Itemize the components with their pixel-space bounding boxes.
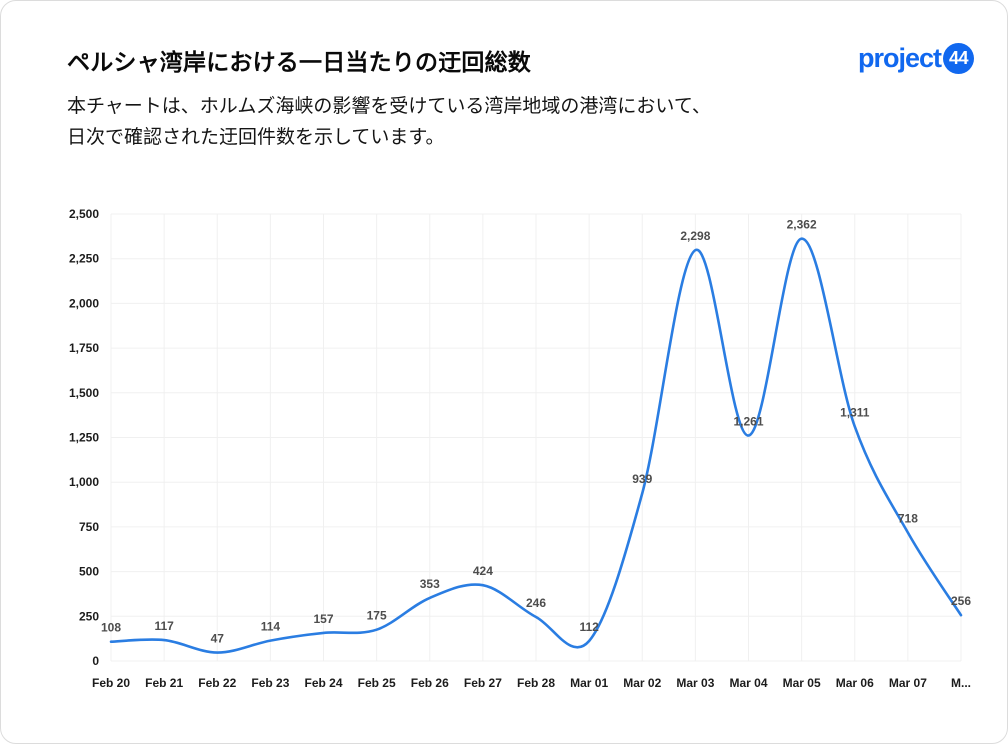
y-tick-label: 2,000 bbox=[69, 296, 99, 310]
x-tick-label: Mar 01 bbox=[570, 676, 608, 690]
subtitle-line-1: 本チャートは、ホルムズ海峡の影響を受けている湾岸地域の港湾において、 bbox=[67, 96, 711, 117]
y-tick-label: 1,250 bbox=[69, 431, 99, 445]
point-label: 939 bbox=[632, 472, 652, 486]
x-tick-label: Feb 25 bbox=[358, 676, 396, 690]
point-label: 47 bbox=[211, 632, 225, 646]
point-label: 117 bbox=[154, 619, 174, 633]
x-tick-label: Mar 07 bbox=[889, 676, 927, 690]
y-tick-label: 1,000 bbox=[69, 475, 99, 489]
page-title: ペルシャ湾岸における一日当たりの迂回総数 bbox=[67, 49, 531, 75]
x-tick-label: Mar 03 bbox=[676, 676, 714, 690]
x-tick-label: Feb 27 bbox=[464, 676, 502, 690]
point-label: 108 bbox=[101, 621, 121, 635]
x-tick-label: Mar 05 bbox=[783, 676, 821, 690]
line-chart: 0 250 500 750 1,000 1,250 1,500 1,750 2,000 2,250… bbox=[45, 199, 985, 711]
y-axis-ticks: 0 250 500 750 1,000 1,250 1,500 1,750 2,000 2,250… bbox=[69, 207, 99, 668]
point-label: 1,311 bbox=[840, 406, 870, 420]
y-tick-label: 0 bbox=[92, 654, 99, 668]
x-axis-ticks: Feb 20 Feb 21 Feb 22 Feb 23 Feb 24 Feb 25 Feb … bbox=[92, 676, 971, 690]
point-label: 112 bbox=[579, 620, 599, 634]
point-labels: 108 117 47 114 157 175 353 424 246 112 939 2,298 1,2… bbox=[101, 218, 971, 646]
point-label: 256 bbox=[951, 594, 971, 608]
logo-wordmark: project bbox=[857, 43, 942, 73]
chart-header: ペルシャ湾岸における一日当たりの迂回総数 本チャートは、ホルムズ海峡の影響を受け… bbox=[67, 43, 847, 154]
series-line bbox=[109, 237, 963, 654]
x-tick-label: Feb 26 bbox=[411, 676, 449, 690]
project44-logo: project 44 bbox=[858, 43, 974, 74]
point-label: 2,298 bbox=[680, 229, 710, 243]
y-tick-label: 500 bbox=[79, 565, 99, 579]
logo-44-badge: 44 bbox=[943, 43, 974, 74]
x-tick-label: Feb 21 bbox=[145, 676, 183, 690]
chart-subtitle: 本チャートは、ホルムズ海峡の影響を受けている湾岸地域の港湾において、 日次で確認… bbox=[67, 91, 847, 154]
x-tick-label: Feb 23 bbox=[251, 676, 289, 690]
point-label: 718 bbox=[898, 512, 918, 526]
point-label: 157 bbox=[313, 612, 333, 626]
point-label: 353 bbox=[420, 577, 440, 591]
x-tick-label: Feb 22 bbox=[198, 676, 236, 690]
point-label: 246 bbox=[526, 596, 546, 610]
x-tick-label: Feb 20 bbox=[92, 676, 130, 690]
x-tick-label: Mar 04 bbox=[729, 676, 767, 690]
x-tick-label: Feb 28 bbox=[517, 676, 555, 690]
gridlines-horizontal bbox=[111, 213, 961, 662]
point-label: 2,362 bbox=[787, 218, 817, 232]
x-tick-label: Mar 06 bbox=[836, 676, 874, 690]
point-label: 114 bbox=[261, 620, 281, 634]
line-chart-svg: 0 250 500 750 1,000 1,250 1,500 1,750 2,000 2,250… bbox=[69, 207, 971, 690]
x-tick-label: Feb 24 bbox=[304, 676, 342, 690]
y-tick-label: 750 bbox=[79, 520, 99, 534]
point-label: 175 bbox=[367, 609, 387, 623]
point-label: 424 bbox=[473, 564, 493, 578]
y-tick-label: 2,500 bbox=[69, 207, 99, 221]
point-label: 1,261 bbox=[733, 415, 763, 429]
x-tick-label: Mar 02 bbox=[623, 676, 661, 690]
y-tick-label: 1,500 bbox=[69, 386, 99, 400]
y-tick-label: 2,250 bbox=[69, 252, 99, 266]
y-tick-label: 1,750 bbox=[69, 341, 99, 355]
x-tick-label: M... bbox=[951, 676, 971, 690]
y-tick-label: 250 bbox=[79, 609, 99, 623]
subtitle-line-2: 日次で確認された迂回件数を示しています。 bbox=[67, 127, 445, 149]
